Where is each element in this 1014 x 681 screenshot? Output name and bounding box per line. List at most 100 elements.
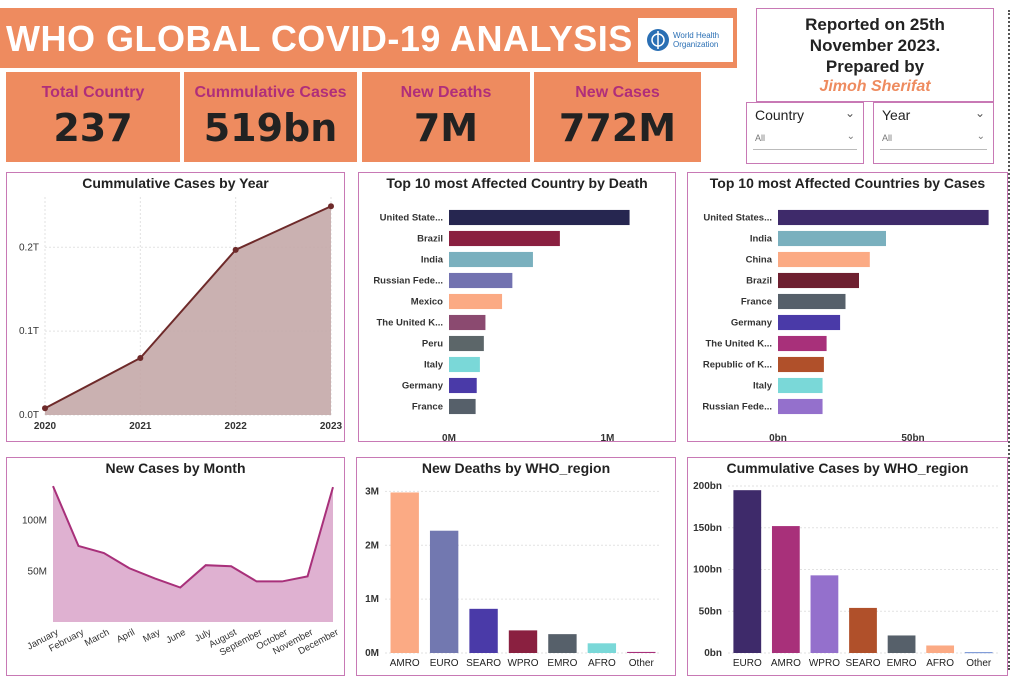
data-point [232,246,239,253]
slicer-value: All [755,133,766,143]
collapse-chevron-icon[interactable]: ⌄ [974,106,985,120]
bar [548,634,577,653]
deaths-by-region-panel: New Deaths by WHO_region 0M 1M 2M 3M AMRO EUR… [356,457,676,676]
who-logo: World Health Organization [638,18,733,62]
report-line-3: Prepared by [825,57,925,76]
x-tick-label: EMRO [887,658,917,669]
dashboard-title: WHO GLOBAL COVID-19 ANALYSIS [6,18,633,59]
bar [429,530,459,653]
bar [449,377,477,394]
data-point [328,203,334,210]
area-fill [53,486,333,622]
bar [778,314,841,331]
country-dropdown[interactable]: All ⌄ [753,129,857,150]
chart-title: New Deaths by WHO_region [421,460,611,476]
slicer-title: Country [755,107,805,123]
category-label: United State... [380,213,443,224]
x-tick-label: EURO [430,658,459,669]
chevron-down-icon[interactable]: ⌄ [976,131,985,142]
category-label: The United K... [706,339,773,350]
bar [778,272,859,289]
report-author: Jimoh Sherifat [819,78,931,95]
bar [449,230,560,247]
collapse-chevron-icon[interactable]: ⌄ [844,106,855,120]
chart-title: Cummulative Cases by WHO_region [726,460,969,476]
chevron-down-icon[interactable]: ⌄ [846,131,855,142]
bar [778,335,827,352]
x-tick-label: Other [629,658,655,669]
logo-text-1: World Health [673,31,720,40]
category-label: France [412,402,443,413]
y-tick-label: 100bn [693,565,722,576]
kpi-cumulative-cases: Cummulative Cases 519bn [184,72,357,162]
bar [587,643,617,653]
bar [778,293,846,310]
category-label: Italy [753,381,773,392]
x-tick-label: AMRO [390,658,420,669]
x-tick-label: 0M [442,433,456,441]
new-cases-month-panel: New Cases by Month 50M 100M January Februar… [6,457,345,676]
bar [449,272,513,289]
kpi-value: 237 [53,106,133,150]
y-tick-label: 100M [22,516,47,527]
chart-title: Top 10 most Affected Country by Death [386,175,648,191]
category-label: Russian Fede... [702,402,772,413]
kpi-label: Total Country [41,84,145,101]
bar [449,251,533,268]
report-info: Reported on 25th November 2023. Prepared… [756,8,994,102]
area-fill [45,206,331,415]
y-tick-label: 200bn [693,481,722,492]
bar [849,607,877,653]
y-tick-label: 0M [365,648,379,659]
deaths-by-country-panel: Top 10 most Affected Country by Death Un… [358,172,676,442]
data-point [42,405,48,412]
cum-cases-region-panel: Cummulative Cases by WHO_region 0bn 50bn 1… [687,457,1008,676]
cum-cases-year-chart: 0.0T 0.1T 0.2T 2020 2021 2022 2023 [19,197,343,432]
chart-title: Top 10 most Affected Countries by Cases [709,175,986,191]
bar [964,652,993,654]
x-tick-label: AFRO [588,658,616,669]
x-tick-label: 2022 [225,421,248,432]
y-tick-label: 150bn [693,523,722,534]
category-label: India [750,234,773,245]
page-edge-divider [1008,10,1010,670]
x-tick-label: May [141,627,162,645]
x-tick-label: March [83,627,111,649]
series-line [52,485,334,589]
x-tick-label: 50bn [901,433,924,441]
bar [449,356,480,373]
y-tick-label: 0bn [704,648,722,659]
bar [778,356,824,373]
bar [508,630,538,653]
report-line-1: Reported on 25th [805,15,945,34]
category-label: Brazil [746,276,772,287]
y-tick-label: 0.2T [19,242,39,253]
cases-by-country-chart: United States... India China Brazil France Ge… [702,209,989,441]
title-banner: WHO GLOBAL COVID-19 ANALYSIS World Healt… [0,8,737,68]
category-label: India [421,255,444,266]
bar [887,635,916,653]
kpi-new-deaths: New Deaths 7M [362,72,530,162]
report-line-2: November 2023. [809,36,941,55]
cases-by-country-panel: Top 10 most Affected Countries by Cases … [687,172,1008,442]
x-tick-label: 1M [600,433,614,441]
x-tick-label: SEARO [466,658,501,669]
kpi-label: New Cases [575,84,660,101]
country-slicer[interactable]: Country ⌄ All ⌄ [746,102,864,164]
kpi-new-cases: New Cases 772M [534,72,701,162]
x-tick-label: AFRO [926,658,954,669]
year-dropdown[interactable]: All ⌄ [880,129,987,150]
cum-cases-year-panel: Cummulative Cases by Year 0.0T 0.1T 0.2T 20… [6,172,345,442]
x-tick-label: EMRO [547,658,577,669]
year-slicer[interactable]: Year ⌄ All ⌄ [873,102,994,164]
cum-cases-region-chart: 0bn 50bn 100bn 150bn 200bn EURO AMRO WPRO SEARO E… [693,481,998,669]
category-label: France [741,297,772,308]
y-tick-label: 2M [365,540,379,551]
bar [449,314,486,331]
bar [449,398,476,415]
bar [469,608,498,653]
category-label: Italy [424,360,444,371]
kpi-total-country: Total Country 237 [6,72,180,162]
bar [778,230,886,247]
